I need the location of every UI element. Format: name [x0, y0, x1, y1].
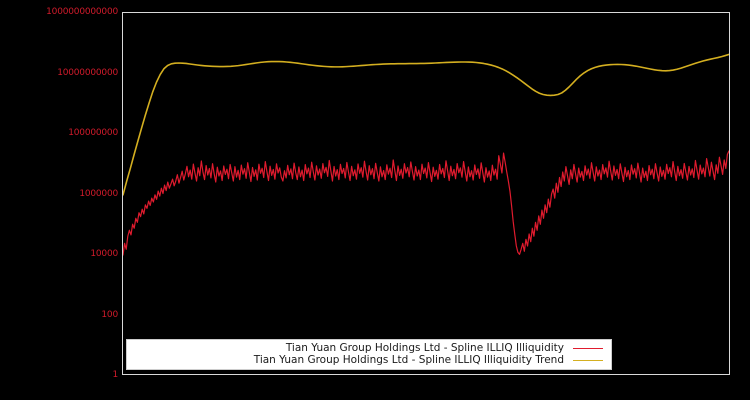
- series-line-trend: [123, 53, 729, 196]
- legend-row[interactable]: Tian Yuan Group Holdings Ltd - Spline IL…: [133, 354, 605, 366]
- plot-svg: [123, 53, 729, 256]
- plot-area: [122, 12, 730, 375]
- legend-label-trend: Tian Yuan Group Holdings Ltd - Spline IL…: [253, 354, 564, 366]
- legend-swatch-trend: [573, 359, 603, 361]
- legend-row[interactable]: Tian Yuan Group Holdings Ltd - Spline IL…: [133, 342, 605, 354]
- y-axis-tick-label: 100: [101, 309, 118, 320]
- y-axis-tick-label: 100000000: [68, 128, 118, 138]
- legend-swatch-illiquidity: [573, 347, 603, 349]
- y-axis-tick-label: 1000000: [79, 188, 118, 199]
- y-axis-tick-label: 10000000000: [57, 67, 118, 78]
- series-illiquidity-group: [123, 150, 729, 256]
- series-trend-group: [123, 53, 729, 196]
- chart-legend: Tian Yuan Group Holdings Ltd - Spline IL…: [126, 339, 612, 370]
- series-line-illiquidity: [123, 150, 729, 256]
- y-axis-tick-label: 1: [112, 370, 118, 380]
- y-axis-tick-label: 1000000000000: [46, 7, 118, 17]
- y-axis-tick-labels: 1000000000000 10000000000 100000000 1000000…: [0, 0, 118, 400]
- legend-label-illiquidity: Tian Yuan Group Holdings Ltd - Spline IL…: [285, 342, 564, 354]
- y-axis-tick-label: 10000: [90, 249, 118, 259]
